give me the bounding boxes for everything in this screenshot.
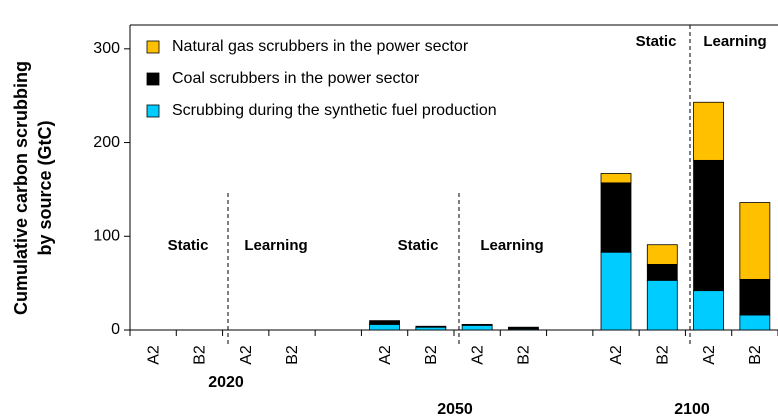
x-tick-label: B2 bbox=[423, 345, 440, 365]
year-label: 2050 bbox=[437, 401, 473, 418]
bar-segment bbox=[415, 325, 447, 328]
bar-segment bbox=[415, 326, 447, 331]
bar-segment bbox=[739, 314, 771, 331]
annotation: Learning bbox=[480, 237, 543, 254]
bar-segment bbox=[693, 101, 724, 161]
y-tick-label: 200 bbox=[93, 134, 120, 151]
x-tick-label: A2 bbox=[469, 345, 486, 365]
y-label-line: by source (GtC) bbox=[35, 120, 55, 255]
legend-swatch bbox=[146, 72, 160, 86]
bar-segment bbox=[646, 263, 678, 281]
legend-label: Natural gas scrubbers in the power secto… bbox=[172, 38, 469, 55]
x-tick-label: B2 bbox=[747, 345, 764, 365]
year-label: 2100 bbox=[674, 401, 710, 418]
bar-segment bbox=[693, 290, 724, 331]
bar-segment bbox=[369, 323, 400, 331]
bar-segment bbox=[646, 279, 678, 331]
annotation: Static bbox=[168, 237, 209, 254]
x-tick-label: A2 bbox=[608, 345, 625, 365]
bar-segment bbox=[600, 182, 632, 253]
annotation: Learning bbox=[703, 33, 766, 50]
x-tick-label: B2 bbox=[655, 345, 672, 365]
year-label: 2020 bbox=[208, 374, 244, 391]
x-tick-label: B2 bbox=[192, 345, 209, 365]
annotation: Static bbox=[398, 237, 439, 254]
x-tick-label: B2 bbox=[516, 345, 533, 365]
y-axis-title: Cumulative carbon scrubbing by source (G… bbox=[11, 61, 55, 315]
bar-segment bbox=[508, 326, 539, 330]
bar-segment bbox=[369, 320, 400, 325]
x-tick-label: A2 bbox=[145, 345, 162, 365]
x-tick-label: B2 bbox=[284, 345, 301, 365]
x-tick-label: A2 bbox=[377, 345, 394, 365]
y-tick-label: 100 bbox=[93, 227, 120, 244]
bar-segment bbox=[646, 244, 678, 265]
bar-segment bbox=[600, 173, 632, 184]
y-tick-label: 300 bbox=[93, 40, 120, 57]
annotation: Static bbox=[636, 33, 677, 50]
bar-segment bbox=[693, 159, 724, 292]
bar-segment bbox=[600, 251, 632, 331]
x-tick-label: A2 bbox=[238, 345, 255, 365]
x-tick-label: A2 bbox=[701, 345, 718, 365]
legend-swatch bbox=[146, 104, 160, 118]
y-tick-label: 0 bbox=[111, 321, 120, 338]
bar-segment bbox=[461, 324, 493, 331]
legend-label: Scrubbing during the synthetic fuel prod… bbox=[172, 102, 497, 119]
legend-swatch bbox=[146, 40, 160, 54]
annotation: Learning bbox=[244, 237, 307, 254]
bar-segment bbox=[461, 323, 493, 326]
bar-segment bbox=[739, 278, 771, 316]
bar-segment bbox=[739, 202, 771, 280]
legend-label: Coal scrubbers in the power sector bbox=[172, 70, 420, 87]
y-label-line: Cumulative carbon scrubbing bbox=[11, 61, 31, 315]
